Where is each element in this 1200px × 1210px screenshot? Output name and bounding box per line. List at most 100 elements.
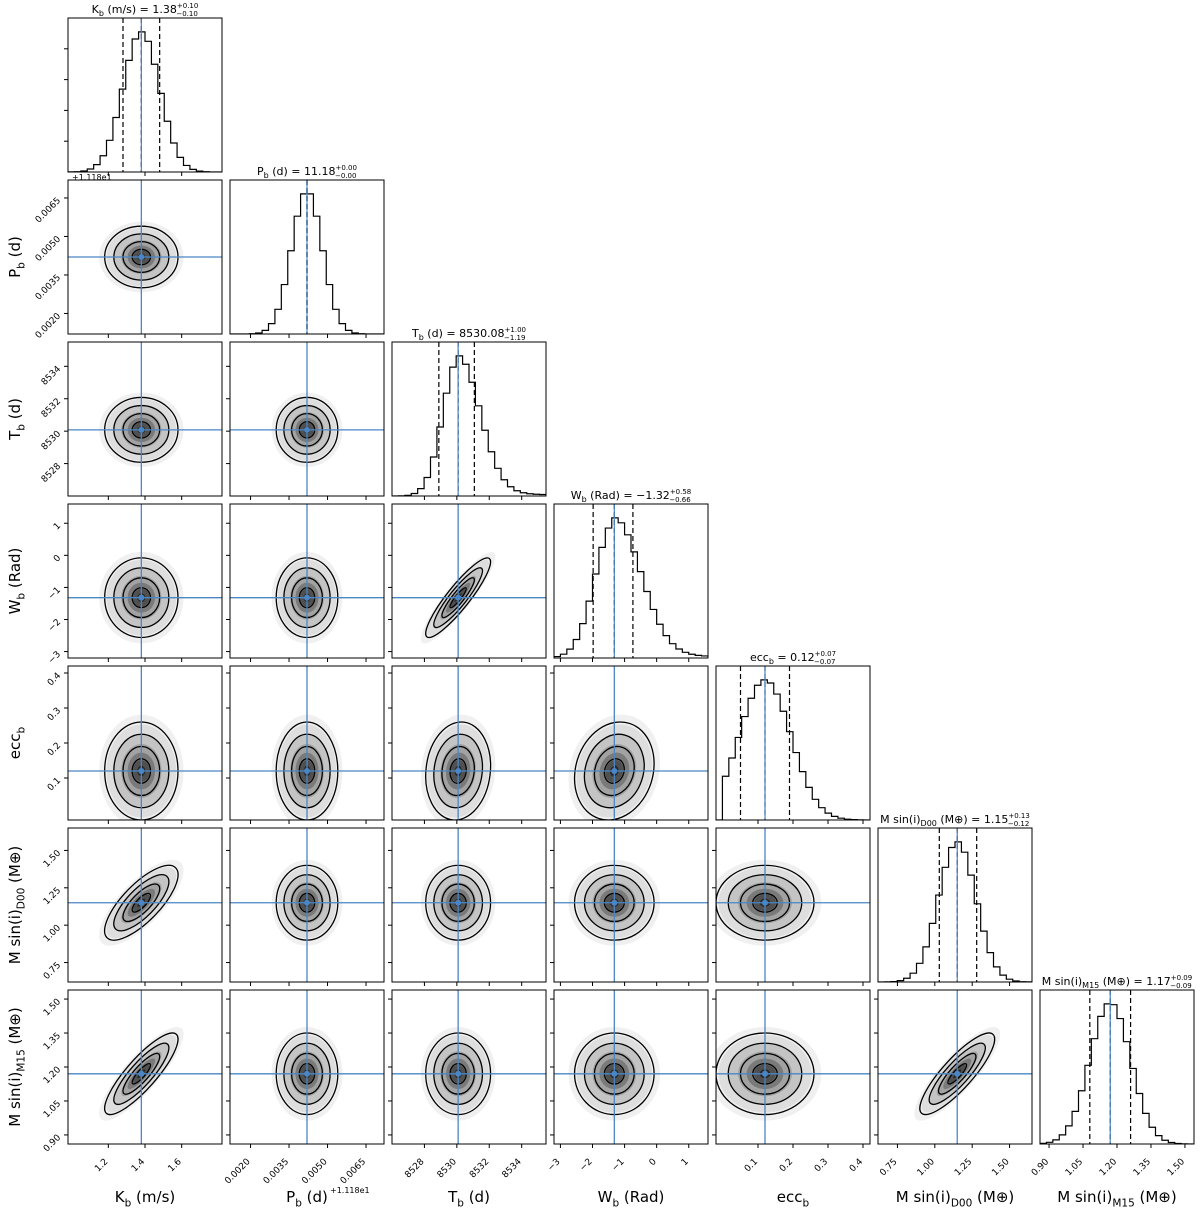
- panel-title: Wb (Rad) = −1.32+0.58 −0.66: [571, 488, 692, 504]
- x-tick-label: 8530: [436, 1157, 459, 1180]
- truth-point: [762, 1070, 768, 1077]
- panel-frame: [391, 827, 547, 983]
- y-tick-label: 0.2: [46, 741, 63, 758]
- y-axis-label-T: Tb (d): [6, 398, 28, 441]
- truth-point: [611, 768, 618, 774]
- contour-line: [593, 745, 635, 797]
- histogram-step: [878, 841, 1032, 982]
- x-tick-label: 0.0065: [339, 1157, 368, 1186]
- truth-point: [304, 1070, 310, 1077]
- contour-panel-K-P: [64, 179, 223, 338]
- contour-panel-ecc-MD00: [712, 827, 871, 986]
- contour-line: [919, 1032, 996, 1116]
- contour-line: [947, 1062, 968, 1085]
- y-axis-label-ecc: eccb: [6, 726, 28, 759]
- y-offset-label: +1.118e1: [72, 173, 112, 182]
- panel-frame: [229, 179, 385, 335]
- panel-frame: [391, 341, 547, 497]
- panel-frame: [229, 503, 385, 659]
- contour-panel-P-ecc: [226, 665, 385, 824]
- y-tick-label: 8530: [40, 429, 63, 452]
- contour-panel-K-W: [64, 503, 223, 662]
- panel-frame: [553, 503, 709, 659]
- x-tick-label: 1.2: [93, 1157, 110, 1174]
- contour-line: [104, 1032, 179, 1116]
- hist-panel-W: [553, 503, 709, 662]
- y-tick-label: 1.20: [42, 1065, 63, 1086]
- x-tick-label: 0.0050: [300, 1157, 330, 1187]
- panel-frame: [877, 827, 1033, 983]
- y-axis-label-P: Pb (d): [6, 236, 28, 278]
- histogram-step: [392, 355, 546, 496]
- hist-panel-P: [229, 179, 385, 338]
- x-tick-label: 0.1: [743, 1157, 760, 1174]
- hist-panel-T: [391, 341, 547, 500]
- y-tick-label: 1.05: [42, 1099, 63, 1120]
- panel-title: Pb (d) = 11.18+0.00 −0.00: [257, 164, 357, 180]
- contour-line: [583, 733, 645, 809]
- panel-title: eccb = 0.12+0.07 −0.07: [750, 650, 836, 666]
- y-tick-label: 0.0065: [34, 196, 63, 225]
- panel-title: Kb (m/s) = 1.38+0.10 −0.10: [92, 2, 199, 18]
- x-tick-label: 1.4: [130, 1157, 147, 1174]
- contour-panel-W-MM15: [550, 989, 709, 1148]
- y-tick-label: 0.0020: [34, 311, 64, 341]
- truth-point: [455, 899, 462, 906]
- panel-frame: [229, 341, 385, 497]
- contour-panel-W-MD00: [550, 827, 709, 986]
- y-tick-label: 8532: [40, 397, 63, 420]
- contour-line: [433, 567, 484, 629]
- x-tick-label: 1: [680, 1157, 691, 1168]
- y-tick-label: 1.25: [42, 886, 63, 907]
- y-tick-label: 0.75: [42, 961, 63, 982]
- truth-point: [304, 768, 310, 774]
- x-tick-label: −2: [578, 1157, 594, 1173]
- x-tick-label: 1.50: [1166, 1157, 1187, 1178]
- contour-line: [433, 733, 484, 809]
- x-tick-label: 8528: [403, 1157, 426, 1180]
- contour-panel-K-MM15: [64, 989, 223, 1148]
- contour-panel-P-W: [226, 503, 385, 662]
- x-axis-label-T: Tb (d): [447, 1188, 490, 1210]
- contour-panel-W-ecc: [550, 665, 709, 824]
- x-tick-label: 0.90: [1030, 1157, 1051, 1178]
- contour-panel-MD00-MM15: [874, 989, 1033, 1148]
- truth-point: [455, 594, 462, 601]
- x-axis-label-MM15: M sin(i)M15 (M⊕): [1057, 1188, 1176, 1210]
- contour-panel-K-T: [64, 341, 223, 500]
- hist-panel-ecc: [715, 665, 871, 824]
- y-tick-label: 8534: [40, 364, 63, 387]
- x-axis-label-P: Pb (d): [286, 1188, 328, 1210]
- panel-frame: [391, 503, 547, 659]
- truth-point: [455, 1070, 462, 1077]
- hist-panel-MD00: [877, 827, 1033, 986]
- contour-panel-P-T: [226, 341, 385, 500]
- y-tick-label: −3: [47, 650, 63, 666]
- x-tick-label: 0.0035: [262, 1157, 291, 1186]
- x-tick-label: 0.3: [813, 1157, 830, 1174]
- truth-point: [138, 254, 145, 260]
- x-axis-label-ecc: eccb: [777, 1188, 810, 1210]
- x-tick-label: 8534: [501, 1157, 524, 1180]
- contour-line: [425, 557, 492, 639]
- contour-line: [131, 1062, 152, 1085]
- x-axis-label-MD00: M sin(i)D00 (M⊕): [896, 1188, 1015, 1210]
- contour-line: [441, 745, 475, 797]
- y-axis-label-W: Wb (Rad): [6, 548, 28, 615]
- hist-panel-K: [64, 17, 223, 176]
- truth-point: [455, 768, 462, 774]
- x-tick-label: 0.75: [878, 1157, 899, 1178]
- histogram-step: [1040, 1003, 1194, 1144]
- panel-title: M sin(i)M15 (M⊕) = 1.17+0.09 −0.09: [1042, 974, 1192, 990]
- truth-point: [611, 1070, 618, 1077]
- y-tick-label: 0.0035: [34, 273, 63, 302]
- truth-point: [138, 899, 145, 906]
- contour-panel-T-MM15: [388, 989, 547, 1148]
- contour-panel-P-MD00: [226, 827, 385, 986]
- contour-panel-T-ecc: [388, 665, 547, 824]
- y-tick-label: 0: [52, 553, 63, 564]
- y-tick-label: 0.0050: [34, 234, 64, 264]
- truth-point: [304, 594, 310, 601]
- x-tick-label: 1.00: [916, 1157, 937, 1178]
